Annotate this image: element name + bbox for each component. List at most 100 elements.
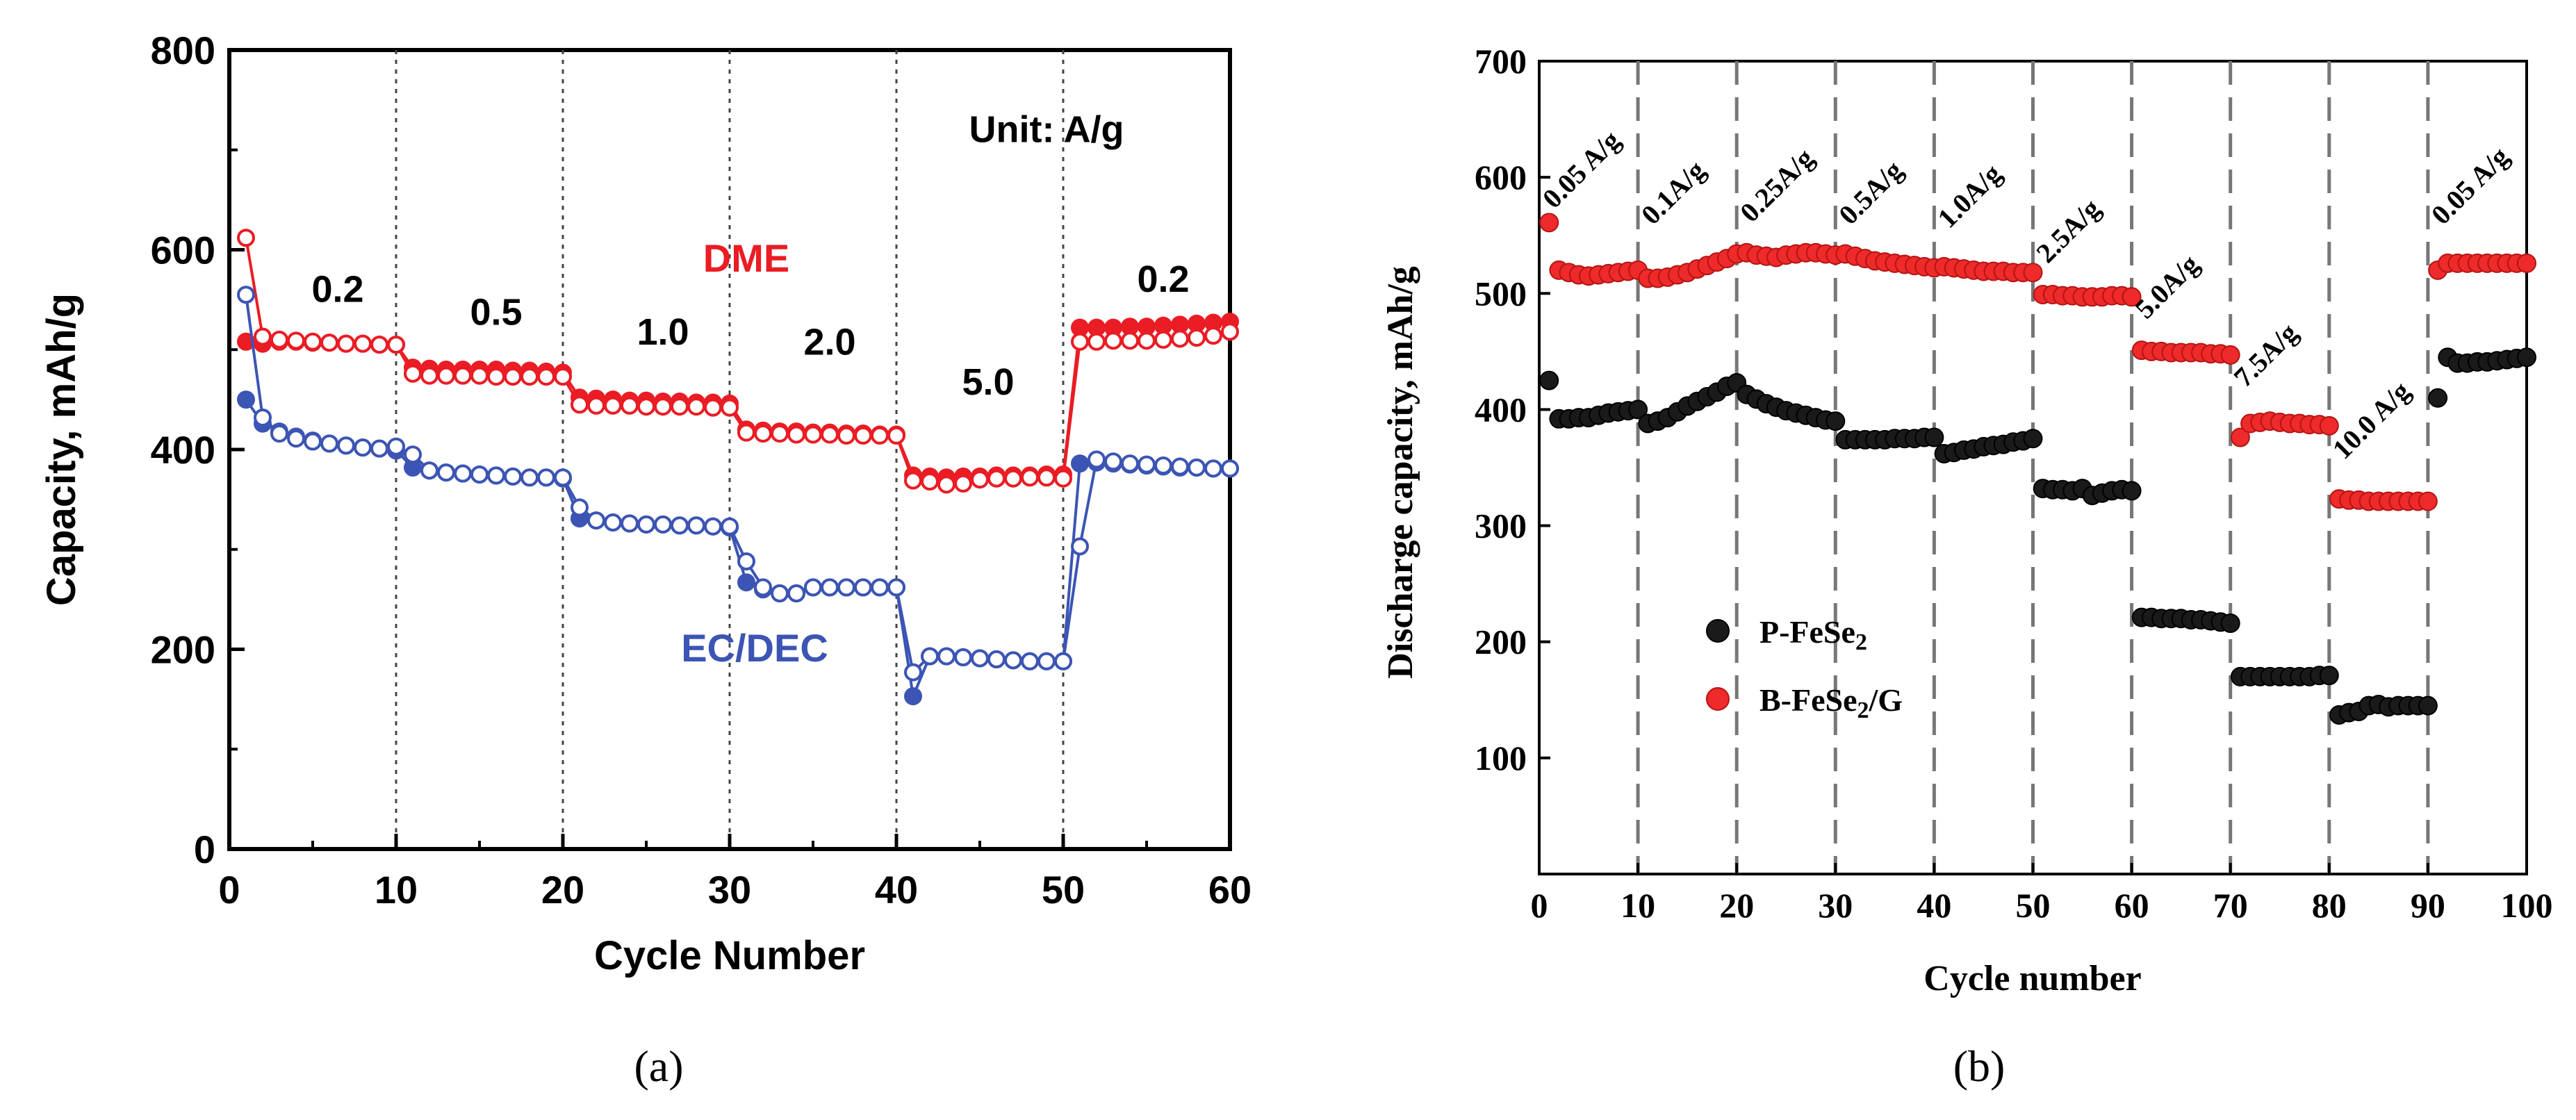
data-point bbox=[237, 229, 255, 247]
y-tick-label: 400 bbox=[1475, 390, 1527, 429]
data-point bbox=[437, 463, 455, 482]
panel-b-dividers bbox=[1636, 61, 2430, 874]
data-point bbox=[1054, 652, 1072, 670]
data-point bbox=[1628, 400, 1648, 420]
data-point bbox=[621, 514, 639, 533]
data-point bbox=[937, 475, 955, 494]
rate-label: 0.5A/g bbox=[1832, 154, 1909, 231]
data-point bbox=[2023, 263, 2043, 283]
data-point bbox=[470, 465, 489, 484]
data-point bbox=[2023, 429, 2043, 449]
data-point bbox=[871, 426, 889, 445]
data-point bbox=[587, 396, 605, 415]
data-point bbox=[1121, 331, 1139, 350]
panel-a-label: (a) bbox=[634, 1041, 683, 1091]
data-point bbox=[487, 368, 505, 386]
series-ec-dec-discharge bbox=[237, 286, 1239, 682]
data-point bbox=[1121, 454, 1139, 473]
data-point bbox=[2319, 415, 2339, 436]
data-point bbox=[237, 390, 255, 409]
data-point bbox=[737, 552, 755, 570]
data-point bbox=[571, 395, 589, 414]
data-point bbox=[787, 584, 805, 602]
data-point bbox=[987, 650, 1006, 668]
series-b-fese2-g bbox=[1539, 213, 2536, 511]
y-tick-label: 500 bbox=[1475, 274, 1527, 313]
data-point bbox=[904, 663, 922, 682]
data-point bbox=[1104, 331, 1122, 350]
data-point bbox=[1088, 332, 1106, 351]
data-point bbox=[537, 468, 555, 487]
data-point bbox=[1539, 213, 1559, 233]
data-point bbox=[304, 332, 322, 351]
data-point bbox=[2428, 388, 2448, 408]
data-point bbox=[1171, 329, 1189, 348]
data-point bbox=[671, 397, 689, 416]
panel-b-series bbox=[1539, 213, 2536, 725]
data-point bbox=[837, 426, 855, 445]
data-point bbox=[254, 327, 272, 346]
rate-label: 10.0 A/g bbox=[2327, 375, 2416, 465]
data-point bbox=[737, 423, 755, 442]
data-point bbox=[287, 429, 305, 448]
data-point bbox=[921, 647, 939, 666]
data-point bbox=[754, 578, 772, 597]
data-point bbox=[1054, 469, 1072, 488]
rate-label: 0.05 A/g bbox=[1536, 124, 1626, 214]
data-point bbox=[1204, 327, 1222, 345]
data-point bbox=[954, 474, 972, 493]
data-point bbox=[1104, 452, 1122, 471]
panel-a-ylabel: Capacity, mAh/g bbox=[39, 293, 84, 606]
x-tick-label: 40 bbox=[875, 868, 918, 912]
data-point bbox=[420, 366, 438, 385]
data-point bbox=[2122, 481, 2142, 501]
panel-b-label: (b) bbox=[1953, 1041, 2005, 1091]
data-point bbox=[2517, 347, 2536, 368]
data-point bbox=[1004, 469, 1022, 488]
data-point bbox=[1037, 468, 1056, 487]
data-point bbox=[971, 649, 989, 668]
data-point bbox=[2418, 695, 2438, 716]
x-tick-label: 40 bbox=[1917, 886, 1951, 925]
panel-b-xlabel: Cycle number bbox=[1923, 959, 2141, 998]
data-point bbox=[737, 573, 755, 592]
data-point bbox=[1071, 332, 1089, 351]
panel-b-ylabel: Discharge capacity, mAh/g bbox=[1381, 266, 1420, 679]
data-point bbox=[704, 517, 722, 536]
data-point bbox=[721, 398, 739, 417]
data-point bbox=[1539, 370, 1559, 390]
data-point bbox=[604, 513, 622, 532]
data-point bbox=[270, 425, 288, 443]
data-point bbox=[387, 336, 405, 354]
data-point bbox=[504, 467, 522, 486]
data-point bbox=[1221, 322, 1239, 341]
data-point bbox=[320, 434, 338, 453]
rate-label: 0.5 bbox=[470, 291, 522, 333]
data-point bbox=[1071, 454, 1089, 473]
panel-a-annotations: Unit: A/g 0.2 0.5 1.0 2.0 5.0 0.2 DME EC/DEC bbox=[311, 108, 1189, 670]
data-point bbox=[337, 334, 355, 353]
rate-label: 1.0 bbox=[637, 311, 689, 353]
y-tick-label: 100 bbox=[1475, 739, 1527, 777]
rate-label: 2.5A/g bbox=[2030, 192, 2106, 269]
data-point bbox=[337, 436, 355, 455]
data-point bbox=[1071, 537, 1089, 556]
x-tick-label: 0 bbox=[218, 868, 240, 912]
panel-a-xlabel: Cycle Number bbox=[594, 933, 865, 978]
rate-label: 1.0A/g bbox=[1931, 158, 2008, 234]
x-tick-label: 80 bbox=[2312, 886, 2347, 925]
panel-b-ticks: 0 10 20 30 40 50 60 70 80 90 100 100 200 300 400 500 600… bbox=[1475, 42, 2553, 925]
data-point bbox=[754, 425, 772, 443]
y-tick-label: 800 bbox=[151, 28, 215, 72]
data-point bbox=[904, 687, 922, 706]
data-point bbox=[721, 517, 739, 536]
x-tick-label: 60 bbox=[2115, 886, 2149, 925]
rate-label: 5.0A/g bbox=[2128, 248, 2205, 324]
data-point bbox=[854, 578, 872, 597]
panel-b-legend: P-FeSe2 B-FeSe2/G bbox=[1706, 614, 1903, 723]
data-point bbox=[2220, 345, 2240, 365]
data-point bbox=[1221, 459, 1239, 478]
data-point bbox=[387, 437, 405, 456]
